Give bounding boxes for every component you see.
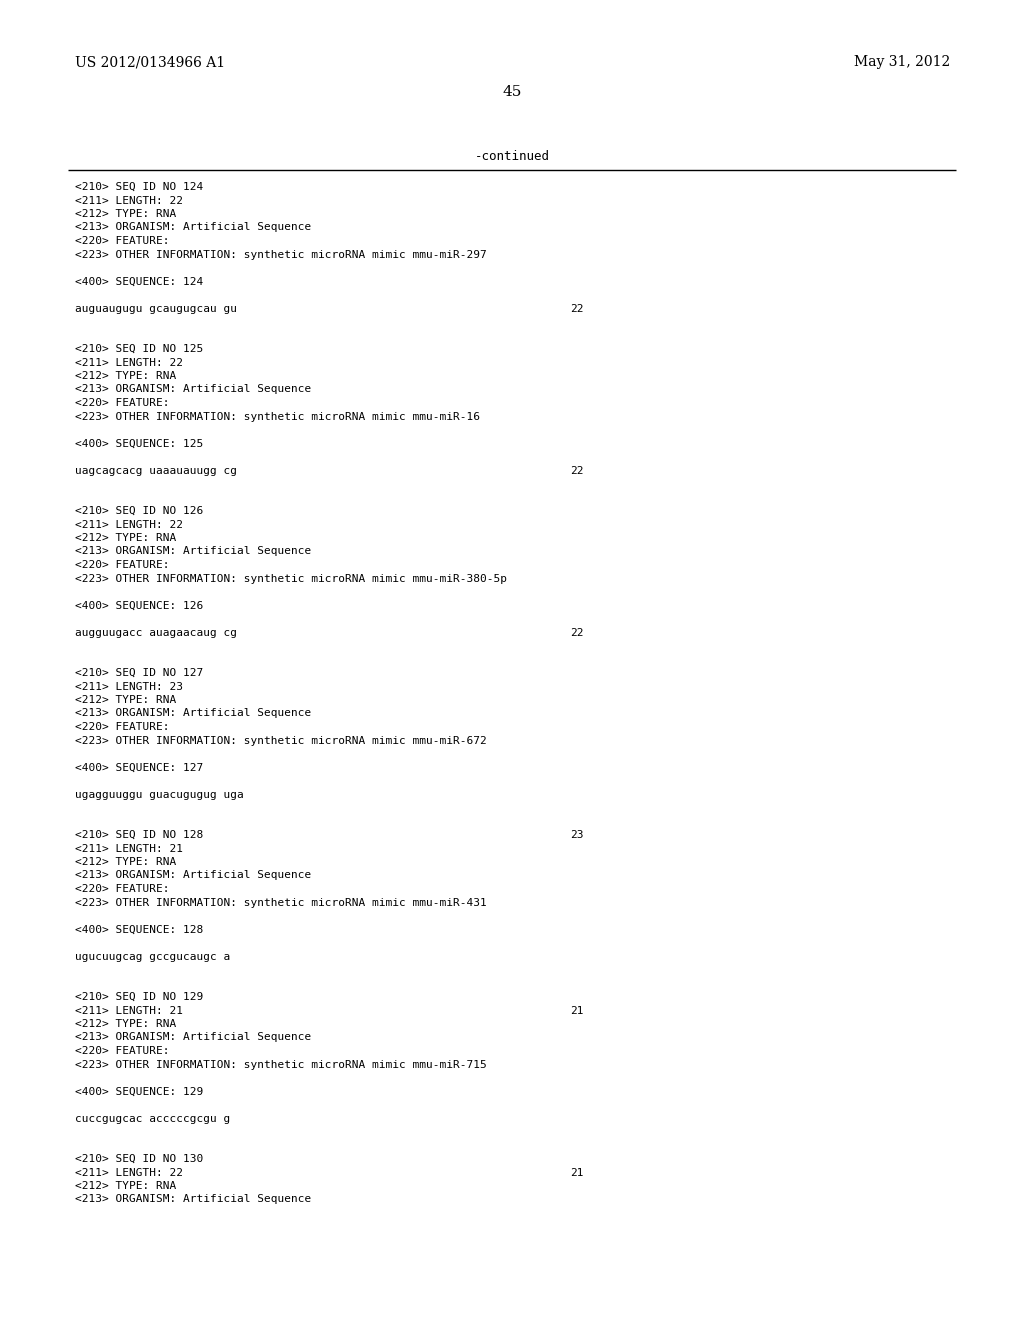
Text: <211> LENGTH: 22: <211> LENGTH: 22 (75, 195, 183, 206)
Text: <213> ORGANISM: Artificial Sequence: <213> ORGANISM: Artificial Sequence (75, 384, 311, 395)
Text: 21: 21 (570, 1167, 584, 1177)
Text: <223> OTHER INFORMATION: synthetic microRNA mimic mmu-miR-297: <223> OTHER INFORMATION: synthetic micro… (75, 249, 486, 260)
Text: <223> OTHER INFORMATION: synthetic microRNA mimic mmu-miR-672: <223> OTHER INFORMATION: synthetic micro… (75, 735, 486, 746)
Text: <212> TYPE: RNA: <212> TYPE: RNA (75, 1181, 176, 1191)
Text: <211> LENGTH: 22: <211> LENGTH: 22 (75, 1167, 183, 1177)
Text: <212> TYPE: RNA: <212> TYPE: RNA (75, 533, 176, 543)
Text: 22: 22 (570, 304, 584, 314)
Text: <223> OTHER INFORMATION: synthetic microRNA mimic mmu-miR-431: <223> OTHER INFORMATION: synthetic micro… (75, 898, 486, 908)
Text: <210> SEQ ID NO 128: <210> SEQ ID NO 128 (75, 830, 203, 840)
Text: <220> FEATURE:: <220> FEATURE: (75, 1045, 170, 1056)
Text: 23: 23 (570, 830, 584, 840)
Text: <400> SEQUENCE: 126: <400> SEQUENCE: 126 (75, 601, 203, 610)
Text: auguaugugu gcaugugcau gu: auguaugugu gcaugugcau gu (75, 304, 237, 314)
Text: <211> LENGTH: 21: <211> LENGTH: 21 (75, 843, 183, 854)
Text: <213> ORGANISM: Artificial Sequence: <213> ORGANISM: Artificial Sequence (75, 709, 311, 718)
Text: <223> OTHER INFORMATION: synthetic microRNA mimic mmu-miR-16: <223> OTHER INFORMATION: synthetic micro… (75, 412, 480, 421)
Text: 22: 22 (570, 466, 584, 475)
Text: <400> SEQUENCE: 129: <400> SEQUENCE: 129 (75, 1086, 203, 1097)
Text: <220> FEATURE:: <220> FEATURE: (75, 236, 170, 246)
Text: <220> FEATURE:: <220> FEATURE: (75, 722, 170, 733)
Text: <213> ORGANISM: Artificial Sequence: <213> ORGANISM: Artificial Sequence (75, 223, 311, 232)
Text: <220> FEATURE:: <220> FEATURE: (75, 399, 170, 408)
Text: ugucuugcag gccgucaugc a: ugucuugcag gccgucaugc a (75, 952, 230, 961)
Text: 22: 22 (570, 627, 584, 638)
Text: 45: 45 (503, 84, 521, 99)
Text: -continued: -continued (474, 150, 550, 162)
Text: <211> LENGTH: 21: <211> LENGTH: 21 (75, 1006, 183, 1015)
Text: 21: 21 (570, 1006, 584, 1015)
Text: <210> SEQ ID NO 129: <210> SEQ ID NO 129 (75, 993, 203, 1002)
Text: US 2012/0134966 A1: US 2012/0134966 A1 (75, 55, 225, 69)
Text: <223> OTHER INFORMATION: synthetic microRNA mimic mmu-miR-715: <223> OTHER INFORMATION: synthetic micro… (75, 1060, 486, 1069)
Text: <212> TYPE: RNA: <212> TYPE: RNA (75, 857, 176, 867)
Text: <400> SEQUENCE: 124: <400> SEQUENCE: 124 (75, 276, 203, 286)
Text: cuccgugcac acccccgcgu g: cuccgugcac acccccgcgu g (75, 1114, 230, 1123)
Text: <211> LENGTH: 22: <211> LENGTH: 22 (75, 358, 183, 367)
Text: <223> OTHER INFORMATION: synthetic microRNA mimic mmu-miR-380-5p: <223> OTHER INFORMATION: synthetic micro… (75, 573, 507, 583)
Text: ugagguuggu guacugugug uga: ugagguuggu guacugugug uga (75, 789, 244, 800)
Text: <212> TYPE: RNA: <212> TYPE: RNA (75, 209, 176, 219)
Text: <210> SEQ ID NO 124: <210> SEQ ID NO 124 (75, 182, 203, 191)
Text: <210> SEQ ID NO 130: <210> SEQ ID NO 130 (75, 1154, 203, 1164)
Text: <210> SEQ ID NO 126: <210> SEQ ID NO 126 (75, 506, 203, 516)
Text: <212> TYPE: RNA: <212> TYPE: RNA (75, 696, 176, 705)
Text: <400> SEQUENCE: 125: <400> SEQUENCE: 125 (75, 438, 203, 449)
Text: <212> TYPE: RNA: <212> TYPE: RNA (75, 371, 176, 381)
Text: augguugacc auagaacaug cg: augguugacc auagaacaug cg (75, 627, 237, 638)
Text: <400> SEQUENCE: 128: <400> SEQUENCE: 128 (75, 924, 203, 935)
Text: <400> SEQUENCE: 127: <400> SEQUENCE: 127 (75, 763, 203, 772)
Text: May 31, 2012: May 31, 2012 (854, 55, 950, 69)
Text: <211> LENGTH: 22: <211> LENGTH: 22 (75, 520, 183, 529)
Text: uagcagcacg uaaauauugg cg: uagcagcacg uaaauauugg cg (75, 466, 237, 475)
Text: <220> FEATURE:: <220> FEATURE: (75, 560, 170, 570)
Text: <213> ORGANISM: Artificial Sequence: <213> ORGANISM: Artificial Sequence (75, 1195, 311, 1204)
Text: <210> SEQ ID NO 125: <210> SEQ ID NO 125 (75, 345, 203, 354)
Text: <220> FEATURE:: <220> FEATURE: (75, 884, 170, 894)
Text: <210> SEQ ID NO 127: <210> SEQ ID NO 127 (75, 668, 203, 678)
Text: <213> ORGANISM: Artificial Sequence: <213> ORGANISM: Artificial Sequence (75, 870, 311, 880)
Text: <213> ORGANISM: Artificial Sequence: <213> ORGANISM: Artificial Sequence (75, 1032, 311, 1043)
Text: <213> ORGANISM: Artificial Sequence: <213> ORGANISM: Artificial Sequence (75, 546, 311, 557)
Text: <212> TYPE: RNA: <212> TYPE: RNA (75, 1019, 176, 1030)
Text: <211> LENGTH: 23: <211> LENGTH: 23 (75, 681, 183, 692)
